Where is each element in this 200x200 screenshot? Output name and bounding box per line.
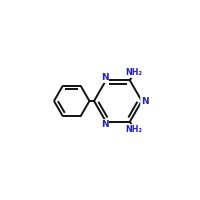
Text: NH₂: NH₂	[126, 68, 143, 77]
Text: NH₂: NH₂	[126, 125, 143, 134]
Text: N: N	[101, 120, 108, 129]
Text: N: N	[141, 97, 148, 106]
Text: N: N	[101, 73, 108, 82]
